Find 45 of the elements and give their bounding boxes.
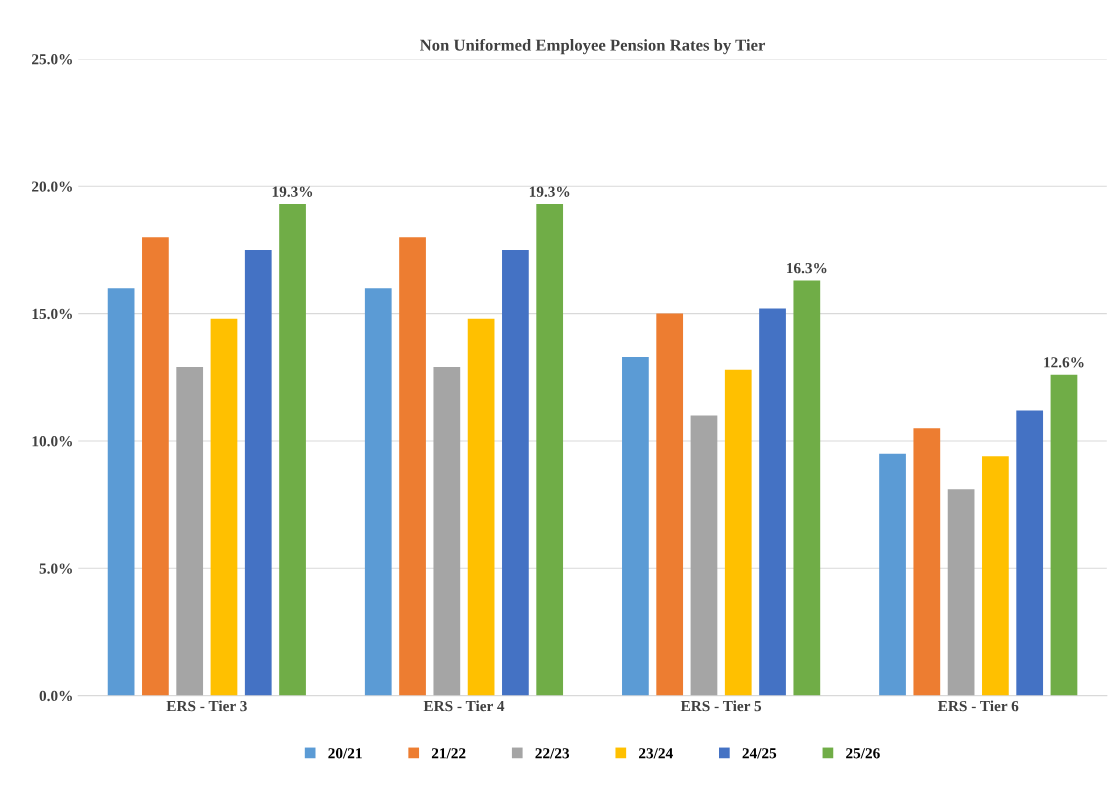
bar — [1016, 410, 1044, 696]
legend-label: 25/26 — [846, 748, 880, 759]
bar — [759, 308, 786, 696]
legend-label: 21/22 — [431, 748, 466, 759]
bar — [467, 318, 495, 696]
bar — [502, 249, 529, 696]
x-tick-label: ERS - Tier 4 — [423, 700, 505, 712]
bar — [210, 318, 238, 696]
bar — [364, 288, 392, 696]
bar — [793, 280, 821, 696]
y-tick-label: 0.0% — [39, 690, 72, 702]
x-tick-label: ERS - Tier 3 — [166, 700, 247, 712]
bar — [656, 313, 684, 696]
bar — [142, 237, 169, 696]
y-tick-label: 25.0% — [32, 54, 72, 65]
data-label: 19.3% — [272, 186, 313, 197]
legend-label: 24/25 — [742, 748, 777, 759]
bar — [399, 237, 426, 696]
bar — [107, 288, 135, 696]
y-tick-label: 15.0% — [32, 308, 72, 320]
x-tick-label: ERS - Tier 5 — [680, 700, 762, 712]
data-label: 12.6% — [1044, 357, 1084, 368]
legend-label: 23/24 — [639, 748, 673, 759]
legend-label: 22/23 — [535, 748, 570, 759]
y-tick-label: 20.0% — [32, 181, 72, 192]
bar — [176, 367, 204, 696]
chart-title: Non Uniformed Employee Pension Rates by Tier — [420, 38, 766, 55]
bar — [622, 356, 649, 696]
bar — [536, 204, 564, 696]
bar — [690, 415, 718, 696]
data-label: 16.3% — [787, 262, 827, 274]
data-label: 19.3% — [529, 186, 570, 197]
bar — [879, 453, 906, 696]
bar — [724, 369, 752, 696]
y-tick-label: 5.0% — [39, 563, 72, 574]
x-tick-label: ERS - Tier 6 — [937, 700, 1019, 712]
bar — [913, 428, 941, 696]
bar — [433, 367, 461, 696]
bar — [244, 249, 272, 696]
y-tick-label: 10.0% — [32, 436, 72, 447]
bar — [982, 456, 1009, 696]
bar — [279, 204, 306, 696]
bar — [947, 489, 975, 696]
bar — [1050, 374, 1078, 696]
legend-label: 20/21 — [328, 748, 362, 759]
